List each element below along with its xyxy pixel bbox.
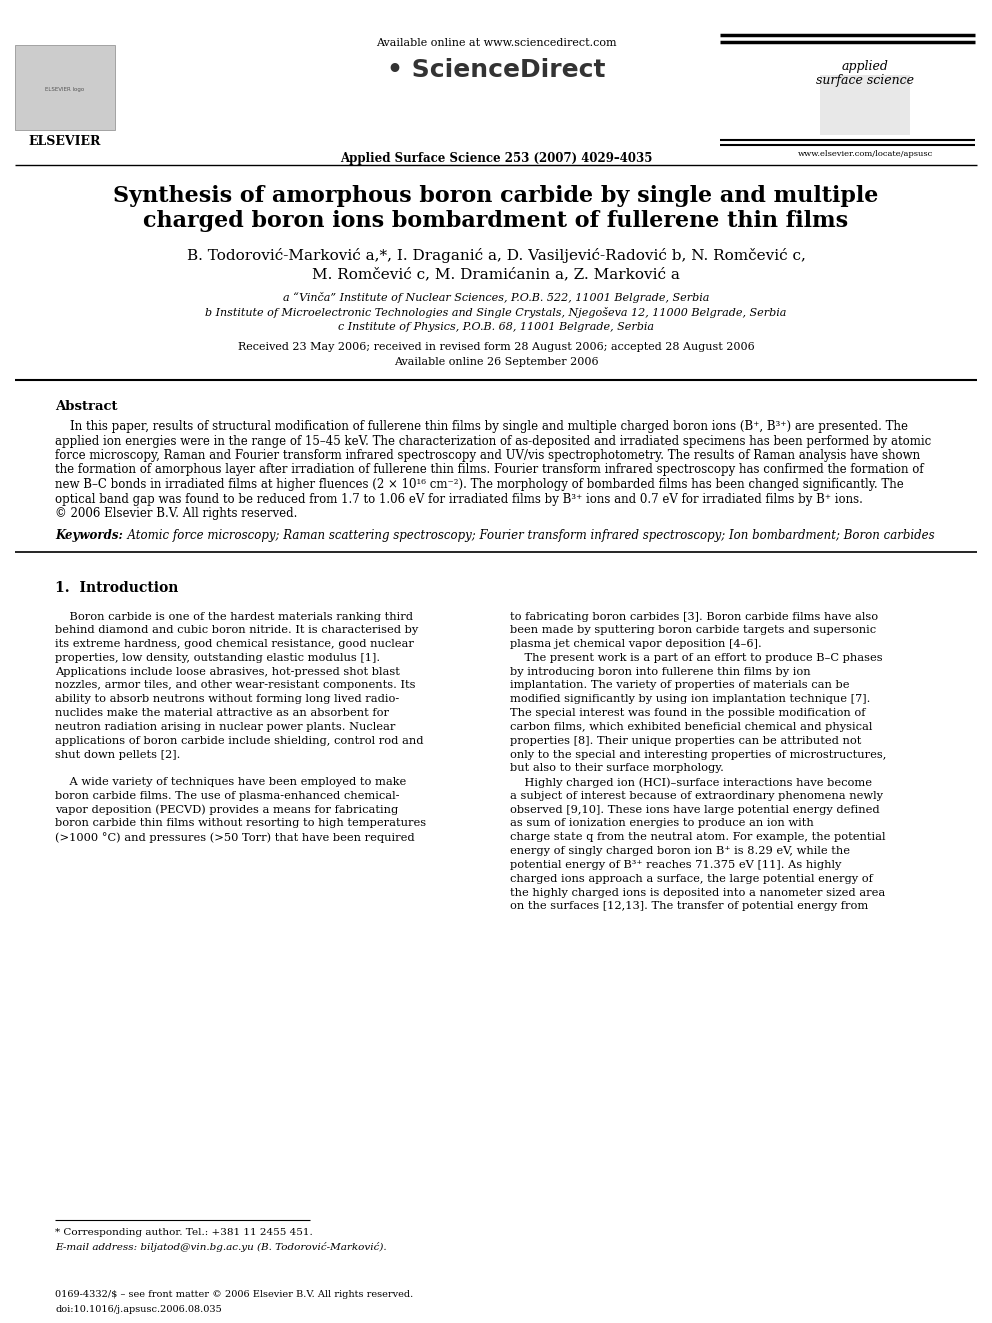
Text: optical band gap was found to be reduced from 1.7 to 1.06 eV for irradiated film: optical band gap was found to be reduced… — [55, 492, 863, 505]
Text: ELSEVIER: ELSEVIER — [29, 135, 101, 148]
Text: charged ions approach a surface, the large potential energy of: charged ions approach a surface, the lar… — [510, 873, 873, 884]
Text: the highly charged ions is deposited into a nanometer sized area: the highly charged ions is deposited int… — [510, 888, 885, 897]
Text: ability to absorb neutrons without forming long lived radio-: ability to absorb neutrons without formi… — [55, 695, 399, 704]
Text: b Institute of Microelectronic Technologies and Single Crystals, Njegoševa 12, 1: b Institute of Microelectronic Technolog… — [205, 307, 787, 318]
Text: behind diamond and cubic boron nitride. It is characterised by: behind diamond and cubic boron nitride. … — [55, 626, 419, 635]
Text: vapor deposition (PECVD) provides a means for fabricating: vapor deposition (PECVD) provides a mean… — [55, 804, 398, 815]
Text: E-mail address: biljatod@vin.bg.ac.yu (B. Todorović-Marković).: E-mail address: biljatod@vin.bg.ac.yu (B… — [55, 1242, 387, 1252]
Text: only to the special and interesting properties of microstructures,: only to the special and interesting prop… — [510, 750, 887, 759]
Text: plasma jet chemical vapor deposition [4–6].: plasma jet chemical vapor deposition [4–… — [510, 639, 762, 650]
Bar — [820, 75, 910, 135]
Text: A wide variety of techniques have been employed to make: A wide variety of techniques have been e… — [55, 777, 407, 787]
Text: Received 23 May 2006; received in revised form 28 August 2006; accepted 28 Augus: Received 23 May 2006; received in revise… — [238, 343, 754, 352]
Text: © 2006 Elsevier B.V. All rights reserved.: © 2006 Elsevier B.V. All rights reserved… — [55, 507, 298, 520]
Text: observed [9,10]. These ions have large potential energy defined: observed [9,10]. These ions have large p… — [510, 804, 880, 815]
Text: In this paper, results of structural modification of fullerene thin films by sin: In this paper, results of structural mod… — [55, 419, 908, 433]
Text: ELSEVIER logo: ELSEVIER logo — [46, 87, 84, 93]
Text: applications of boron carbide include shielding, control rod and: applications of boron carbide include sh… — [55, 736, 424, 746]
Text: * Corresponding author. Tel.: +381 11 2455 451.: * Corresponding author. Tel.: +381 11 24… — [55, 1228, 312, 1237]
Text: but also to their surface morphology.: but also to their surface morphology. — [510, 763, 724, 774]
Text: 1.  Introduction: 1. Introduction — [55, 582, 179, 595]
Text: Atomic force microscopy; Raman scattering spectroscopy; Fourier transform infrar: Atomic force microscopy; Raman scatterin… — [120, 529, 934, 542]
Text: www.elsevier.com/locate/apsusc: www.elsevier.com/locate/apsusc — [798, 149, 932, 157]
Text: implantation. The variety of properties of materials can be: implantation. The variety of properties … — [510, 680, 849, 691]
Text: applied: applied — [841, 60, 889, 73]
Text: The present work is a part of an effort to produce B–C phases: The present work is a part of an effort … — [510, 652, 883, 663]
Text: Synthesis of amorphous boron carbide by single and multiple: Synthesis of amorphous boron carbide by … — [113, 185, 879, 206]
Text: modified significantly by using ion implantation technique [7].: modified significantly by using ion impl… — [510, 695, 870, 704]
Text: as sum of ionization energies to produce an ion with: as sum of ionization energies to produce… — [510, 819, 813, 828]
Text: new B–C bonds in irradiated films at higher fluences (2 × 10¹⁶ cm⁻²). The morpho: new B–C bonds in irradiated films at hig… — [55, 478, 904, 491]
Text: Boron carbide is one of the hardest materials ranking third: Boron carbide is one of the hardest mate… — [55, 611, 413, 622]
Text: Applications include loose abrasives, hot-pressed shot blast: Applications include loose abrasives, ho… — [55, 667, 400, 676]
Text: nozzles, armor tiles, and other wear-resistant components. Its: nozzles, armor tiles, and other wear-res… — [55, 680, 416, 691]
Text: Highly charged ion (HCI)–surface interactions have become: Highly charged ion (HCI)–surface interac… — [510, 777, 872, 787]
Text: energy of singly charged boron ion B⁺ is 8.29 eV, while the: energy of singly charged boron ion B⁺ is… — [510, 847, 850, 856]
Text: shut down pellets [2].: shut down pellets [2]. — [55, 750, 181, 759]
Text: force microscopy, Raman and Fourier transform infrared spectroscopy and UV/vis s: force microscopy, Raman and Fourier tran… — [55, 448, 921, 462]
Text: surface science: surface science — [816, 74, 914, 87]
Text: by introducing boron into fullerene thin films by ion: by introducing boron into fullerene thin… — [510, 667, 810, 676]
Bar — [15, 45, 115, 130]
Text: M. Romčević c, M. Dramićanin a, Z. Marković a: M. Romčević c, M. Dramićanin a, Z. Marko… — [312, 267, 680, 280]
Text: The special interest was found in the possible modification of: The special interest was found in the po… — [510, 708, 865, 718]
Text: charged boron ions bombardment of fullerene thin films: charged boron ions bombardment of fuller… — [144, 210, 848, 232]
Text: been made by sputtering boron carbide targets and supersonic: been made by sputtering boron carbide ta… — [510, 626, 876, 635]
Text: boron carbide thin films without resorting to high temperatures: boron carbide thin films without resorti… — [55, 819, 427, 828]
Text: nuclides make the material attractive as an absorbent for: nuclides make the material attractive as… — [55, 708, 389, 718]
Text: doi:10.1016/j.apsusc.2006.08.035: doi:10.1016/j.apsusc.2006.08.035 — [55, 1304, 222, 1314]
Text: potential energy of B³⁺ reaches 71.375 eV [11]. As highly: potential energy of B³⁺ reaches 71.375 e… — [510, 860, 841, 871]
Text: (>1000 °C) and pressures (>50 Torr) that have been required: (>1000 °C) and pressures (>50 Torr) that… — [55, 832, 415, 843]
Text: properties [8]. Their unique properties can be attributed not: properties [8]. Their unique properties … — [510, 736, 861, 746]
Text: 0169-4332/$ – see front matter © 2006 Elsevier B.V. All rights reserved.: 0169-4332/$ – see front matter © 2006 El… — [55, 1290, 414, 1299]
Text: a “Vinča” Institute of Nuclear Sciences, P.O.B. 522, 11001 Belgrade, Serbia: a “Vinča” Institute of Nuclear Sciences,… — [283, 292, 709, 303]
Text: Available online at www.sciencedirect.com: Available online at www.sciencedirect.co… — [376, 38, 616, 48]
Text: on the surfaces [12,13]. The transfer of potential energy from: on the surfaces [12,13]. The transfer of… — [510, 901, 868, 912]
Text: the formation of amorphous layer after irradiation of fullerene thin films. Four: the formation of amorphous layer after i… — [55, 463, 924, 476]
Text: applied ion energies were in the range of 15–45 keV. The characterization of as-: applied ion energies were in the range o… — [55, 434, 931, 447]
Text: Available online 26 September 2006: Available online 26 September 2006 — [394, 357, 598, 366]
Text: to fabricating boron carbides [3]. Boron carbide films have also: to fabricating boron carbides [3]. Boron… — [510, 611, 878, 622]
Text: a subject of interest because of extraordinary phenomena newly: a subject of interest because of extraor… — [510, 791, 883, 800]
Text: Keywords:: Keywords: — [55, 529, 123, 542]
Text: Abstract: Abstract — [55, 400, 117, 413]
Text: Applied Surface Science 253 (2007) 4029–4035: Applied Surface Science 253 (2007) 4029–… — [340, 152, 652, 165]
Text: c Institute of Physics, P.O.B. 68, 11001 Belgrade, Serbia: c Institute of Physics, P.O.B. 68, 11001… — [338, 321, 654, 332]
Text: neutron radiation arising in nuclear power plants. Nuclear: neutron radiation arising in nuclear pow… — [55, 722, 396, 732]
Text: • ScienceDirect: • ScienceDirect — [387, 58, 605, 82]
Text: its extreme hardness, good chemical resistance, good nuclear: its extreme hardness, good chemical resi… — [55, 639, 414, 650]
Text: boron carbide films. The use of plasma-enhanced chemical-: boron carbide films. The use of plasma-e… — [55, 791, 400, 800]
Text: properties, low density, outstanding elastic modulus [1].: properties, low density, outstanding ela… — [55, 652, 380, 663]
Text: carbon films, which exhibited beneficial chemical and physical: carbon films, which exhibited beneficial… — [510, 722, 872, 732]
Text: charge state q from the neutral atom. For example, the potential: charge state q from the neutral atom. Fo… — [510, 832, 886, 843]
Text: B. Todorović-Marković a,*, I. Draganić a, D. Vasiljević-Radović b, N. Romčević c: B. Todorović-Marković a,*, I. Draganić a… — [186, 247, 806, 263]
